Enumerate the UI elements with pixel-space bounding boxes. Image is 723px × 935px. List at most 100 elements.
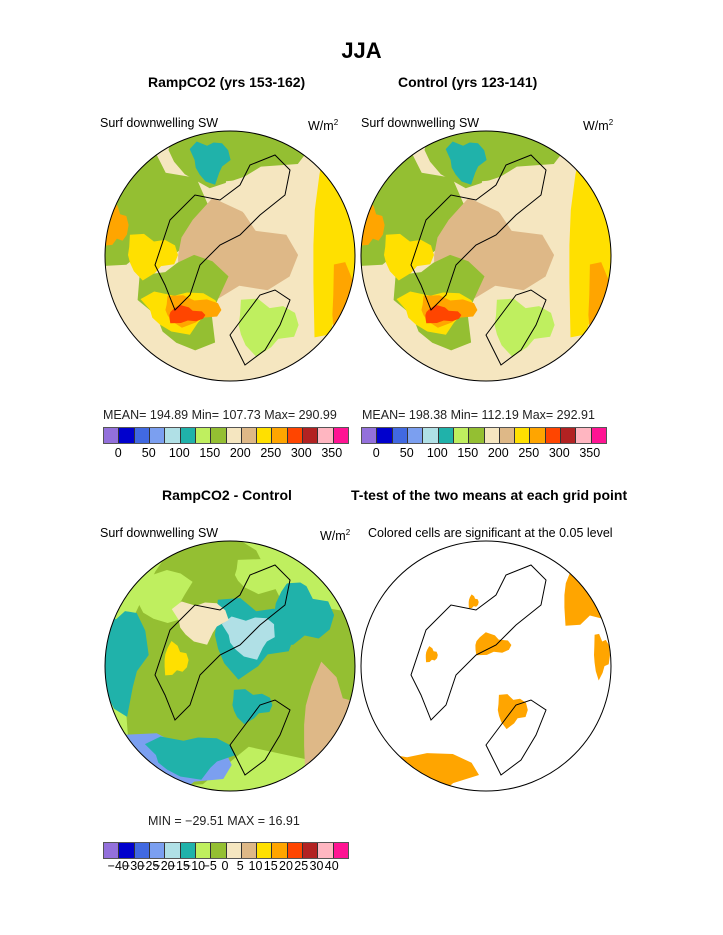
data-region <box>169 304 206 324</box>
colorbar-swatch <box>149 843 166 858</box>
colorbar-swatch <box>257 843 273 858</box>
colorbar-swatch <box>591 428 606 443</box>
colorbar-tick-label: 50 <box>141 446 156 460</box>
colorbar-swatch <box>257 428 273 443</box>
colorbar-tick-label: 100 <box>168 446 190 460</box>
data-region <box>594 633 610 681</box>
panel1-variable: Surf downwelling SW <box>100 116 219 130</box>
map-background <box>361 541 611 791</box>
colorbar-tick-label: 250 <box>260 446 282 460</box>
data-region <box>480 170 549 223</box>
colorbar-tick-label: 250 <box>518 446 540 460</box>
colorbar-swatch <box>453 428 470 443</box>
panel1-units: W/m2 <box>308 118 339 134</box>
colorbar-tick-label: −10 <box>183 859 206 873</box>
colorbar-swatch <box>287 428 304 443</box>
colorbar-swatch <box>287 843 304 858</box>
colorbar-swatch <box>180 843 196 858</box>
colorbar-swatch <box>515 428 531 443</box>
colorbar-swatch <box>272 843 288 858</box>
data-region <box>475 632 512 656</box>
panel4-title: T-test of the two means at each grid poi… <box>351 487 628 503</box>
data-region <box>468 594 479 609</box>
data-region <box>274 577 335 646</box>
data-region <box>425 304 462 324</box>
data-region <box>128 233 178 281</box>
colorbar-swatch <box>484 428 500 443</box>
panel1-stats: MEAN= 194.89 Min= 107.73 Max= 290.99 <box>103 408 337 422</box>
colorbar-swatch <box>561 428 577 443</box>
polar-map-rampco2 <box>104 130 356 382</box>
colorbar-tick-label: 40 <box>324 859 339 873</box>
polar-map-control <box>360 130 612 382</box>
data-region <box>592 737 611 755</box>
map-boundary <box>360 540 612 792</box>
panel2-variable: Surf downwelling SW <box>361 116 480 130</box>
colorbar-tick-label: −30 <box>122 859 145 873</box>
colorbar-swatch <box>134 843 150 858</box>
colorbar-ticks-rampco2: 0 50 100 150 200 250 300 350 <box>103 446 347 462</box>
colorbar-swatch <box>180 428 196 443</box>
coastline <box>154 564 291 776</box>
colorbar-tick-label: 350 <box>579 446 601 460</box>
data-region <box>361 751 479 791</box>
colorbar-swatch <box>303 843 319 858</box>
panel1-title: RampCO2 (yrs 153-162) <box>148 74 306 90</box>
colorbar-tick-label: 300 <box>290 446 312 460</box>
panel3-title: RampCO2 - Control <box>162 487 292 503</box>
colorbar-tick-label: 150 <box>457 446 479 460</box>
colorbar-swatch <box>423 428 439 443</box>
colorbar-tick-label: 15 <box>263 859 278 873</box>
map-layer <box>105 541 355 791</box>
coastline <box>410 154 547 366</box>
colorbar-swatch <box>241 843 258 858</box>
data-region <box>232 689 273 725</box>
data-region <box>144 736 236 780</box>
data-region <box>425 646 438 663</box>
colorbar-tick-label: 200 <box>487 446 509 460</box>
data-region <box>171 601 229 645</box>
map-layer <box>105 131 355 381</box>
colorbar-swatch <box>195 843 212 858</box>
data-region <box>224 170 293 223</box>
colorbar-tick-label: −5 <box>202 859 217 873</box>
colorbar-swatch <box>272 428 288 443</box>
colorbar-tick-label: 5 <box>236 859 244 873</box>
colorbar-tick-label: 300 <box>548 446 570 460</box>
colorbar-swatch <box>134 428 150 443</box>
colorbar-swatch <box>362 428 378 443</box>
colorbar-rampco2 <box>103 427 349 444</box>
colorbar-tick-label: 0 <box>372 446 380 460</box>
colorbar-swatch <box>119 428 135 443</box>
data-region <box>494 298 555 357</box>
coastline <box>154 154 291 366</box>
panel2-title: Control (yrs 123-141) <box>398 74 538 90</box>
colorbar-swatch <box>545 428 562 443</box>
data-region <box>497 694 528 730</box>
colorbar-swatch <box>576 428 592 443</box>
panel2-stats: MEAN= 198.38 Min= 112.19 Max= 292.91 <box>362 408 595 422</box>
colorbar-tick-label: 25 <box>294 859 309 873</box>
colorbar-tick-label: 150 <box>199 446 221 460</box>
colorbar-tick-label: 0 <box>114 446 122 460</box>
colorbar-swatch <box>377 428 393 443</box>
data-region <box>238 298 299 357</box>
colorbar-difference <box>103 842 349 859</box>
colorbar-swatch <box>195 428 212 443</box>
polar-map-ttest <box>360 540 612 792</box>
data-region <box>564 557 611 626</box>
colorbar-ticks-control: 0 50 100 150 200 250 300 350 <box>361 446 605 462</box>
colorbar-tick-label: −40 <box>107 859 129 873</box>
data-region <box>445 141 487 185</box>
map-boundary <box>360 130 612 382</box>
colorbar-swatch <box>407 428 424 443</box>
colorbar-swatch <box>226 428 242 443</box>
colorbar-swatch <box>241 428 258 443</box>
colorbar-swatch <box>303 428 319 443</box>
colorbar-swatch <box>392 428 408 443</box>
colorbar-swatch <box>104 843 120 858</box>
panel3-variable: Surf downwelling SW <box>100 526 219 540</box>
colorbar-swatch <box>104 428 120 443</box>
colorbar-tick-label: −15 <box>168 859 190 873</box>
